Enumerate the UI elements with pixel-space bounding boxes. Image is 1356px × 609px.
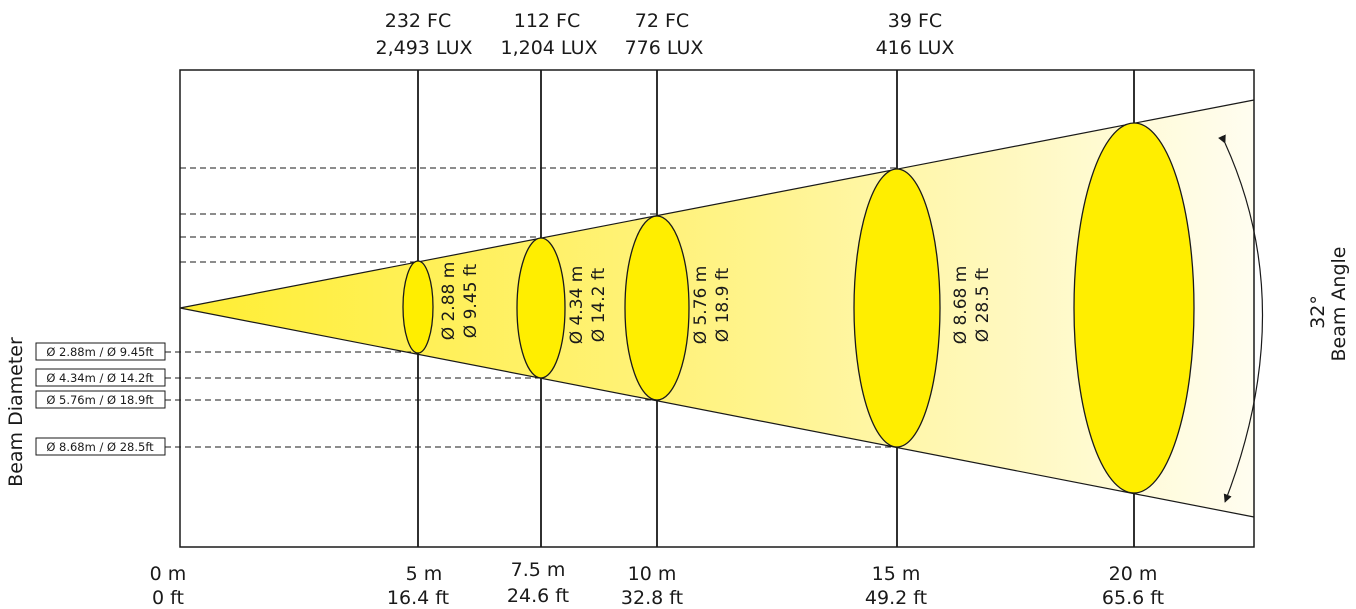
side-label-15m: Ø 8.68m / Ø 28.5ft [46, 440, 154, 454]
distance-ft-20: 65.6 ft [1102, 587, 1164, 609]
beam-ellipse-7-5m [516, 237, 566, 379]
diameter-m-7-5m: Ø 4.34 m [567, 266, 587, 345]
beam-ellipse-20m [1073, 122, 1195, 494]
lux-label-7-5m: 1,204 LUX [501, 37, 598, 59]
beam-ellipse-10m [624, 215, 690, 401]
diameter-m-5m: Ø 2.88 m [439, 262, 459, 341]
beam-edge-top [179, 99, 1255, 309]
fc-label-7-5m: 112 FC [514, 10, 581, 32]
side-label-box-10m [35, 390, 166, 409]
beam-angle-value: 32° [1307, 295, 1329, 329]
side-label-box-7-5m [35, 368, 166, 387]
distance-ft-0: 0 ft [152, 587, 184, 609]
diameter-m-15m: Ø 8.68 m [951, 266, 971, 345]
distance-m-20: 20 m [1109, 563, 1158, 585]
side-label-5m: Ø 2.88m / Ø 9.45ft [46, 345, 154, 359]
fc-label-5m: 232 FC [385, 10, 452, 32]
distance-ft-7-5: 24.6 ft [507, 585, 569, 607]
fc-label-15m: 39 FC [888, 10, 942, 32]
side-label-7-5m: Ø 4.34m / Ø 14.2ft [46, 371, 154, 385]
distance-m-15: 15 m [872, 563, 921, 585]
distance-m-10: 10 m [628, 563, 677, 585]
diameter-ft-5m: Ø 9.45 ft [461, 263, 481, 338]
distance-m-5: 5 m [406, 563, 443, 585]
distance-m-0: 0 m [150, 563, 187, 585]
distance-m-7-5: 7.5 m [511, 559, 566, 581]
diameter-ft-7-5m: Ø 14.2 ft [589, 267, 609, 342]
diameter-ft-10m: Ø 18.9 ft [713, 267, 733, 342]
diameter-m-10m: Ø 5.76 m [691, 266, 711, 345]
side-label-10m: Ø 5.76m / Ø 18.9ft [46, 393, 154, 407]
distance-ft-10: 32.8 ft [621, 587, 683, 609]
lux-label-15m: 416 LUX [876, 37, 955, 59]
side-label-box-15m [35, 437, 166, 456]
side-label-box-5m [35, 342, 166, 361]
distance-ft-5: 16.4 ft [387, 587, 449, 609]
diagram-frame [179, 69, 1255, 548]
lux-label-10m: 776 LUX [625, 37, 704, 59]
fc-label-10m: 72 FC [635, 10, 689, 32]
beam-ellipse-5m [402, 260, 434, 354]
diameter-ft-15m: Ø 28.5 ft [973, 267, 993, 342]
lux-label-5m: 2,493 LUX [376, 37, 473, 59]
beam-cone [180, 100, 1254, 517]
beam-angle-label: Beam Angle [1328, 247, 1350, 362]
beam-edge-bottom [179, 307, 1255, 518]
beam-diameter-label: Beam Diameter [5, 337, 27, 487]
beam-ellipse-15m [853, 168, 941, 448]
distance-ft-15: 49.2 ft [865, 587, 927, 609]
beam-angle-arc [1218, 134, 1264, 503]
